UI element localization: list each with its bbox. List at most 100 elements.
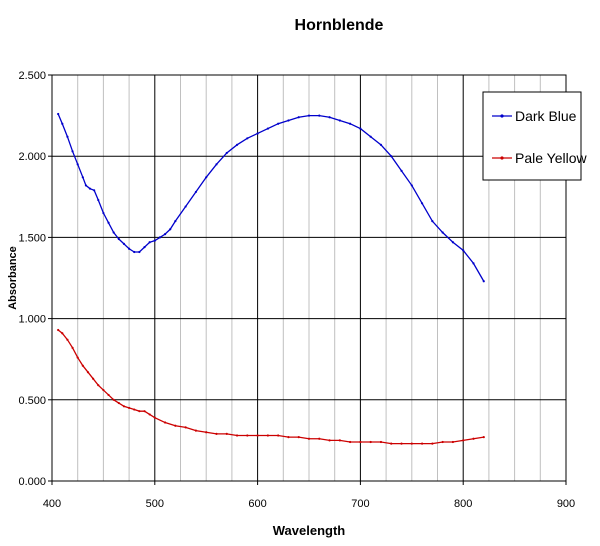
data-point: [349, 440, 352, 444]
data-point: [61, 332, 64, 335]
data-point: [102, 388, 105, 392]
legend-items: Dark Blue Pale Yellow: [492, 108, 588, 166]
data-point: [205, 431, 208, 434]
data-point: [194, 190, 198, 194]
data-point: [122, 242, 126, 245]
data-point: [369, 440, 372, 444]
data-point: [153, 239, 156, 242]
data-point: [318, 114, 321, 117]
data-point: [462, 439, 465, 442]
data-point: [277, 122, 280, 125]
data-point: [462, 249, 465, 252]
data-point: [318, 437, 321, 440]
data-point: [57, 112, 60, 116]
data-point: [379, 143, 383, 146]
data-point: [235, 143, 239, 146]
data-point: [400, 442, 403, 445]
x-axis: 400 500 600 700 800 900: [43, 481, 575, 510]
data-point: [441, 231, 444, 234]
data-point: [148, 413, 151, 416]
data-point: [297, 116, 300, 119]
data-point: [379, 440, 383, 444]
data-point: [81, 176, 84, 179]
data-point: [235, 434, 239, 437]
data-point: [431, 442, 434, 445]
data-point: [287, 119, 290, 122]
data-point: [128, 406, 131, 410]
data-point: [117, 237, 120, 241]
data-point: [76, 163, 79, 166]
data-point: [410, 442, 413, 445]
x-tick-label: 800: [454, 498, 472, 510]
series-dark-blue: [57, 112, 485, 283]
y-tick-label: 1.500: [18, 232, 46, 244]
y-tick-label: 0.000: [18, 476, 46, 488]
data-point: [451, 241, 455, 244]
data-point: [482, 436, 485, 439]
data-point: [88, 187, 92, 190]
data-point: [205, 176, 208, 179]
major-grid: [52, 75, 566, 481]
data-point: [97, 198, 100, 202]
data-point: [153, 416, 156, 419]
data-point: [174, 220, 177, 223]
y-tick-label: 0.500: [18, 395, 46, 407]
data-point: [431, 220, 434, 223]
data-point: [328, 116, 331, 119]
series-line-pale-yellow: [57, 329, 484, 445]
data-point: [472, 437, 475, 440]
data-point: [328, 439, 331, 442]
data-point: [102, 211, 105, 215]
data-point: [93, 189, 96, 192]
data-point: [338, 439, 341, 442]
data-point: [148, 241, 151, 244]
data-point: [107, 221, 110, 224]
data-point: [117, 401, 120, 405]
data-point: [184, 426, 187, 429]
y-tick-label: 2.500: [18, 70, 46, 82]
data-point: [174, 424, 177, 427]
data-point: [86, 371, 90, 374]
data-point: [143, 246, 146, 249]
data-point: [359, 440, 362, 444]
series-pale-yellow: [57, 328, 485, 445]
data-point: [287, 436, 290, 439]
data-point: [266, 434, 269, 437]
legend: Dark Blue Pale Yellow: [482, 91, 588, 181]
data-point: [76, 356, 79, 359]
y-tick-label: 1.000: [18, 314, 46, 326]
x-axis-label: Wavelength: [273, 523, 346, 538]
data-point: [57, 328, 60, 332]
data-point: [107, 393, 110, 397]
data-point: [256, 132, 259, 135]
data-point: [92, 377, 95, 380]
data-point: [163, 421, 167, 424]
data-point: [71, 346, 74, 349]
data-point: [169, 228, 172, 231]
legend-label-pale-yellow: Pale Yellow: [515, 150, 588, 166]
data-point: [158, 236, 162, 239]
legend-box: [482, 91, 582, 181]
chart-title: Hornblende: [295, 17, 384, 34]
data-point: [133, 408, 136, 411]
data-point: [400, 169, 403, 172]
data-point: [420, 202, 424, 205]
data-point: [390, 442, 393, 445]
plot-border: [51, 74, 567, 482]
x-tick-label: 600: [248, 498, 266, 510]
data-point: [66, 338, 69, 341]
data-point: [266, 127, 269, 130]
data-point: [369, 135, 372, 138]
data-point: [112, 231, 115, 234]
data-point: [482, 280, 485, 283]
y-tick-label: 2.000: [18, 151, 46, 163]
data-point: [472, 262, 475, 265]
data-point: [61, 122, 64, 125]
data-point: [138, 410, 141, 413]
data-point: [184, 205, 187, 208]
data-point: [143, 410, 146, 413]
data-point: [390, 155, 393, 158]
data-point: [307, 114, 311, 117]
data-point: [225, 432, 228, 436]
